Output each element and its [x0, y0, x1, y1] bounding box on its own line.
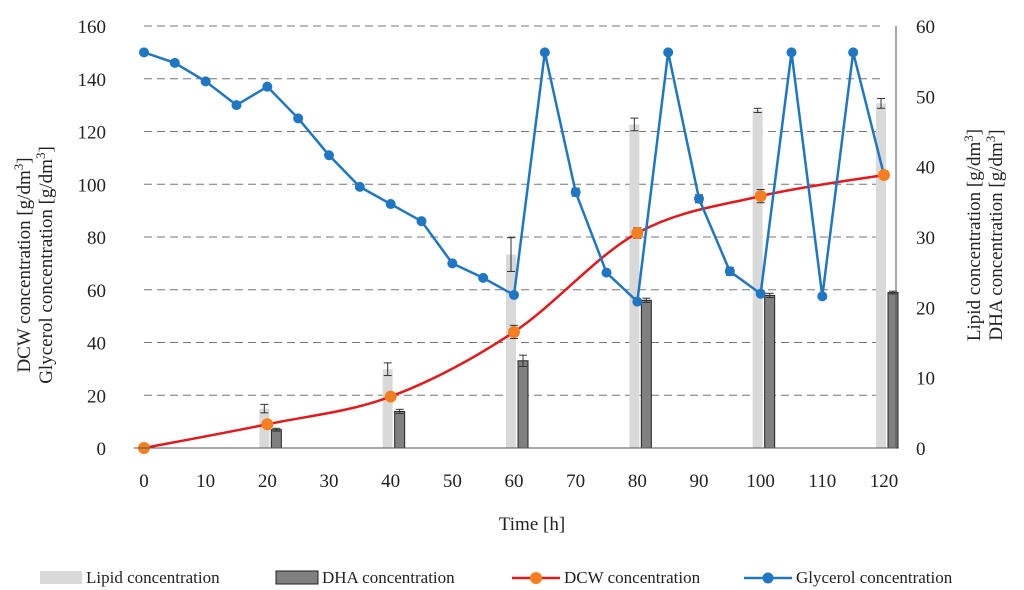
glycerol-point	[447, 258, 458, 269]
y-left-tick-label: 40	[87, 334, 106, 355]
lipid-bar	[382, 369, 393, 448]
glycerol-point	[385, 199, 396, 210]
lipid-bar	[876, 103, 886, 448]
legend-swatch-dha	[275, 570, 319, 585]
axes	[134, 26, 897, 449]
x-tick-label: 0	[139, 471, 149, 492]
x-tick-label: 50	[443, 471, 462, 492]
legend-item-lipid: Lipid concentration	[40, 568, 220, 587]
lipid-bar	[752, 110, 763, 449]
dcw-point	[631, 227, 644, 240]
legend-label-dha: DHA concentration	[322, 568, 455, 587]
x-tick-label: 60	[505, 471, 524, 492]
dha-bar	[270, 429, 282, 449]
glycerol-point	[539, 47, 550, 58]
glycerol-point	[694, 193, 704, 204]
legend-marker-dcw	[530, 572, 542, 584]
glycerol-point	[231, 100, 242, 111]
x-tick-label: 10	[196, 471, 215, 492]
svg-text:DHA concentration [g/dm3]: DHA concentration [g/dm3]	[983, 129, 1007, 340]
y-right-axis-title: Lipid concentration [g/dm3] DHA concentr…	[961, 129, 1007, 341]
legend-swatch-lipid	[40, 571, 82, 584]
lipid-bar	[506, 254, 516, 448]
glycerol-point	[416, 216, 427, 227]
glycerol-point	[663, 47, 674, 58]
svg-text:Lipid concentration [g/dm3]: Lipid concentration [g/dm3]	[961, 129, 985, 341]
y-left-tick-label: 0	[97, 439, 107, 460]
glycerol-point	[755, 288, 766, 299]
dcw-point	[878, 169, 890, 182]
y-right-tick-label: 60	[916, 17, 935, 38]
glycerol-point	[570, 187, 581, 198]
y-left-tick-label: 140	[78, 70, 107, 91]
dcw-point	[754, 190, 767, 203]
dha-bar	[394, 410, 406, 449]
glycerol-point	[817, 291, 828, 302]
tick-labels: 0 20 40 60 80 100 120 140 160 0 10 20 30 40 50 60 0 10 20 3…	[78, 17, 936, 492]
glycerol-point	[293, 113, 304, 124]
x-tick-label: 30	[320, 471, 339, 492]
glycerol-point	[200, 76, 211, 87]
legend-marker-glycerol	[762, 572, 774, 584]
legend-label-dcw: DCW concentration	[564, 568, 701, 587]
glycerol-point	[786, 47, 797, 58]
dha-bar	[764, 294, 776, 449]
x-tick-label: 100	[746, 471, 775, 492]
y-left-tick-label: 100	[78, 175, 107, 196]
y-left-tick-label: 60	[87, 281, 106, 302]
legend-item-dha: DHA concentration	[275, 568, 455, 587]
legend: Lipid concentration DHA concentration DC…	[40, 568, 953, 587]
y-right-tick-label: 50	[916, 87, 935, 108]
lipid-bar	[629, 124, 640, 448]
dcw-point	[508, 325, 520, 338]
y-right-tick-label: 30	[916, 228, 935, 249]
glycerol-point	[724, 266, 735, 277]
x-tick-label: 90	[690, 471, 709, 492]
glycerol-point	[601, 267, 612, 278]
x-tick-label: 120	[870, 471, 899, 492]
legend-item-glycerol: Glycerol concentration	[744, 568, 953, 587]
x-axis-title: Time [h]	[499, 514, 565, 535]
glycerol-point	[509, 290, 519, 301]
glycerol-point	[262, 81, 273, 92]
svg-text:Glycerol concentration [g/dm3]: Glycerol concentration [g/dm3]	[33, 146, 57, 384]
y-right-tick-label: 40	[916, 158, 935, 179]
x-tick-label: 110	[808, 471, 836, 492]
y-left-tick-label: 120	[78, 123, 107, 144]
glycerol-point	[354, 181, 365, 192]
y-right-tick-label: 20	[916, 298, 935, 319]
glycerol-point	[632, 296, 643, 307]
glycerol-point	[139, 47, 149, 58]
x-tick-label: 20	[258, 471, 277, 492]
y-right-tick-label: 10	[916, 369, 935, 390]
glycerol-point	[169, 57, 180, 68]
dha-bar	[640, 299, 652, 449]
x-tick-label: 40	[381, 471, 400, 492]
legend-item-dcw: DCW concentration	[512, 568, 701, 587]
line-series	[138, 47, 890, 454]
glycerol-point	[478, 272, 489, 283]
x-tick-label: 80	[628, 471, 647, 492]
y-left-tick-label: 20	[87, 386, 106, 407]
legend-label-lipid: Lipid concentration	[86, 568, 220, 587]
y-right-tick-label: 0	[916, 439, 926, 460]
glycerol-point	[848, 47, 859, 58]
dha-bar	[517, 360, 529, 449]
svg-text:DCW concentration [g/dm3]: DCW concentration [g/dm3]	[11, 157, 35, 372]
dcw-point	[261, 418, 274, 431]
y-left-axis-title: DCW concentration [g/dm3] Glycerol conce…	[11, 146, 57, 384]
y-left-tick-label: 80	[87, 228, 106, 249]
dcw-point	[384, 390, 397, 403]
legend-label-glycerol: Glycerol concentration	[796, 568, 953, 587]
glycerol-point	[324, 150, 334, 161]
y-left-tick-label: 160	[78, 17, 107, 38]
x-tick-label: 70	[566, 471, 585, 492]
